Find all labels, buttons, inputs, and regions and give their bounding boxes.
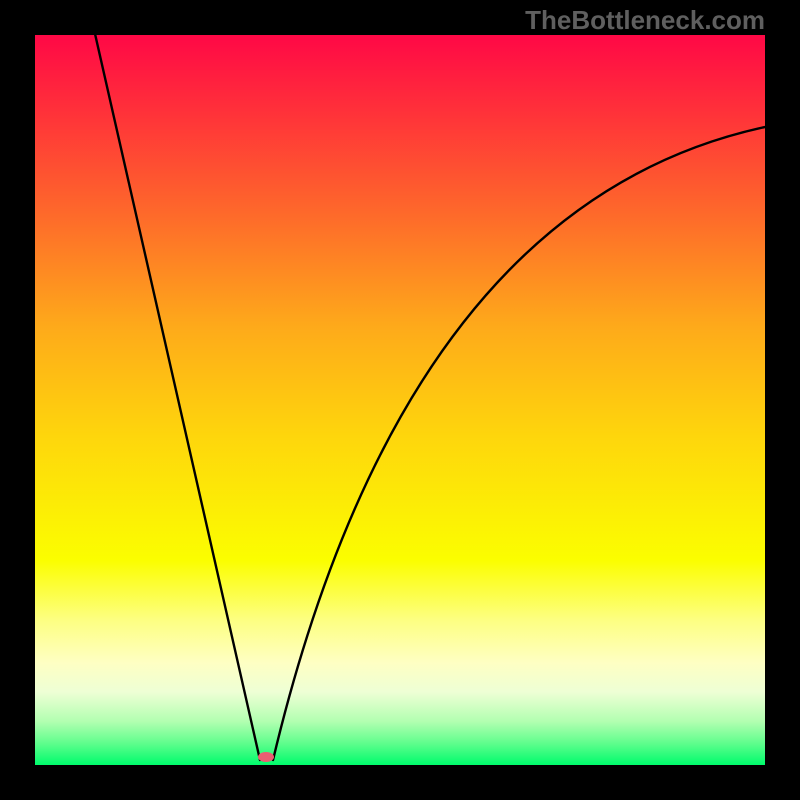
optimum-marker (257, 751, 275, 763)
plot-area (35, 35, 765, 765)
frame-bottom (0, 765, 800, 800)
bottleneck-curve (35, 35, 765, 765)
frame-right (765, 0, 800, 800)
frame-left (0, 0, 35, 800)
watermark-text: TheBottleneck.com (525, 5, 765, 36)
